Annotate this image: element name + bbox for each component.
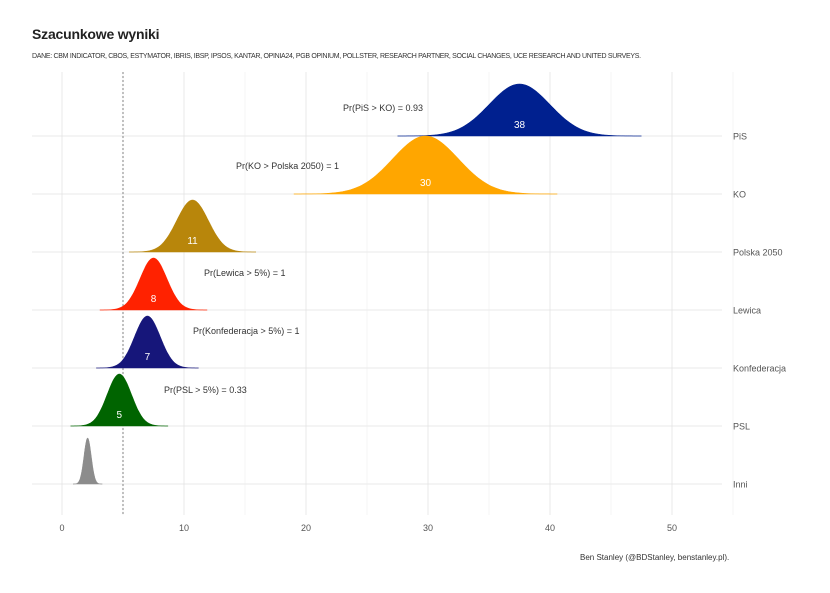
- x-tick-label: 20: [301, 523, 311, 533]
- y-tick-label: Polska 2050: [733, 248, 783, 258]
- x-tick-label: 30: [423, 523, 433, 533]
- density-polska-2050: [129, 199, 256, 253]
- y-tick-label: Konfederacja: [733, 364, 786, 374]
- density-psl: [70, 373, 169, 427]
- probability-annotation: Pr(PiS > KO) = 0.93: [343, 103, 423, 113]
- probability-annotation: Pr(KO > Polska 2050) = 1: [236, 161, 339, 171]
- y-tick-label: PSL: [733, 422, 750, 432]
- y-tick-label: Lewica: [733, 306, 761, 316]
- y-tick-label: PiS: [733, 132, 747, 142]
- value-label: 7: [145, 352, 151, 363]
- x-tick-label: 40: [545, 523, 555, 533]
- value-label: 38: [514, 120, 526, 131]
- value-label: 8: [151, 294, 157, 305]
- chart-title: Szacunkowe wyniki: [32, 26, 160, 42]
- probability-annotation: Pr(PSL > 5%) = 0.33: [164, 385, 247, 395]
- value-label: 5: [117, 410, 123, 421]
- x-tick-label: 50: [667, 523, 677, 533]
- x-tick-label: 0: [59, 523, 64, 533]
- probability-annotation: Pr(Lewica > 5%) = 1: [204, 268, 286, 278]
- y-tick-label: KO: [733, 190, 746, 200]
- density-pis: [397, 83, 642, 137]
- probability-annotation: Pr(Konfederacja > 5%) = 1: [193, 326, 300, 336]
- chart-subtitle: DANE: CBM INDICATOR, CBOS, ESTYMATOR, IB…: [32, 53, 641, 60]
- density-ko: [293, 135, 558, 195]
- density-konfederacja: [96, 315, 199, 369]
- density-inni: [73, 437, 103, 485]
- value-label: 30: [420, 178, 432, 189]
- y-tick-label: Inni: [733, 480, 748, 490]
- chart-caption: Ben Stanley (@BDStanley, benstanley.pl).: [580, 553, 730, 562]
- x-tick-label: 10: [179, 523, 189, 533]
- value-label: 11: [187, 236, 198, 247]
- density-lewica: [99, 257, 208, 311]
